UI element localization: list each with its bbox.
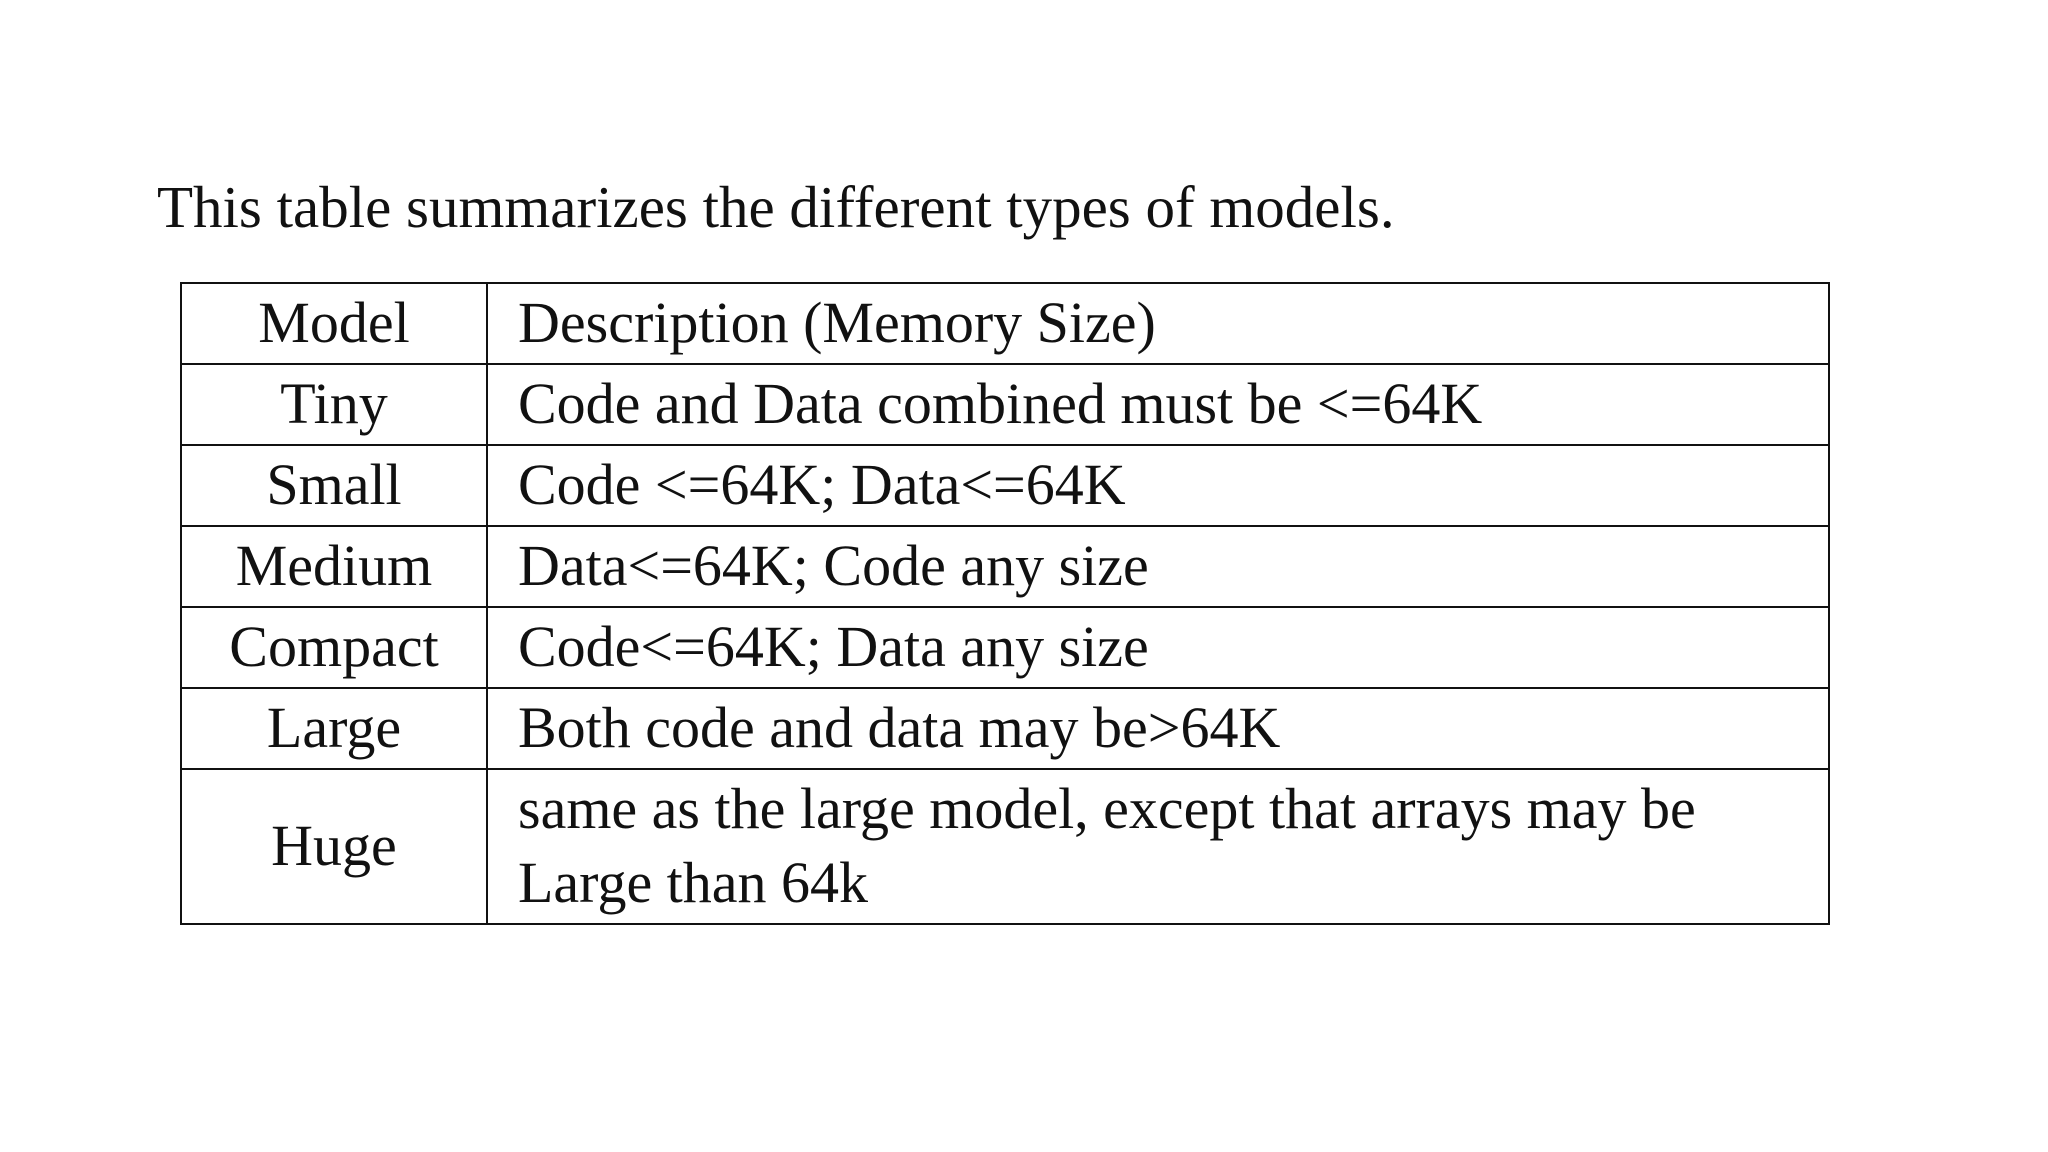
table-row: Huge same as the large model, except that…	[180, 768, 1830, 925]
intro-text: This table summarizes the different type…	[157, 174, 1395, 240]
description-cell: Both code and data may be>64K	[486, 687, 1830, 770]
description-text: Code<=64K; Data any size	[518, 614, 1149, 679]
table-row: Medium Data<=64K; Code any size	[180, 525, 1830, 608]
model-text: Compact	[229, 614, 439, 679]
table-body: Model Description (Memory Size) Tiny Code a…	[180, 282, 1830, 925]
model-text: Tiny	[280, 371, 388, 436]
description-cell: Code<=64K; Data any size	[486, 606, 1830, 689]
model-text: Small	[266, 452, 402, 517]
description-text: Code and Data combined must be <=64K	[518, 371, 1483, 436]
description-text: Data<=64K; Code any size	[518, 533, 1149, 598]
models-table: Model Description (Memory Size) Tiny Code a…	[180, 282, 1830, 925]
model-text: Model	[258, 290, 410, 355]
description-text: Code <=64K; Data<=64K	[518, 452, 1126, 517]
model-cell: Model	[180, 282, 488, 365]
model-text: Huge	[271, 813, 397, 878]
model-cell: Medium	[180, 525, 488, 608]
table-row: Tiny Code and Data combined must be <=64K	[180, 363, 1830, 446]
model-cell: Huge	[180, 768, 488, 925]
header-row: Model Description (Memory Size)	[180, 282, 1830, 365]
description-text: Both code and data may be>64K	[518, 695, 1281, 760]
description-cell: Code and Data combined must be <=64K	[486, 363, 1830, 446]
table-row: Large Both code and data may be>64K	[180, 687, 1830, 770]
model-cell: Large	[180, 687, 488, 770]
model-cell: Small	[180, 444, 488, 527]
table-row: Small Code <=64K; Data<=64K	[180, 444, 1830, 527]
table-row: Compact Code<=64K; Data any size	[180, 606, 1830, 689]
model-text: Medium	[235, 533, 433, 598]
description-cell: Code <=64K; Data<=64K	[486, 444, 1830, 527]
description-text: Description (Memory Size)	[518, 290, 1156, 355]
description-cell: same as the large model, except that arr…	[486, 768, 1830, 925]
model-cell: Compact	[180, 606, 488, 689]
model-text: Large	[266, 695, 402, 760]
model-cell: Tiny	[180, 363, 488, 446]
description-cell: Description (Memory Size)	[486, 282, 1830, 365]
description-text: same as the large model, except that arr…	[518, 776, 1696, 915]
description-cell: Data<=64K; Code any size	[486, 525, 1830, 608]
